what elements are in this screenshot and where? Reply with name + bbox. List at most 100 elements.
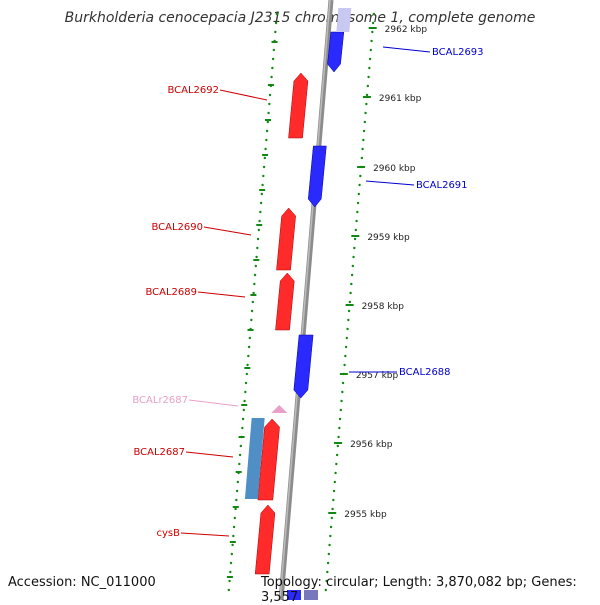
ring-dot: [335, 462, 338, 466]
label-BCALr2687[interactable]: BCALr2687: [132, 395, 188, 406]
ring-dot: [247, 345, 251, 349]
ring-dot: [325, 579, 328, 583]
ring-dot: [227, 588, 231, 592]
label-BCAL2688[interactable]: BCAL2688: [399, 367, 451, 378]
ring-dot: [338, 426, 341, 430]
ring-dot: [236, 480, 240, 484]
feature-BCALr2687[interactable]: [271, 405, 288, 413]
ring-dot: [371, 21, 375, 25]
ring-dot: [245, 372, 249, 376]
feature-BCAL2692[interactable]: [288, 72, 309, 139]
topology-text: Topology: circular; Length: 3,870,082 bp…: [261, 575, 577, 605]
ring-dot: [233, 516, 237, 520]
ring-dot: [328, 543, 331, 547]
ring-dot: [256, 246, 259, 250]
label-leader-BCAL2691: [365, 180, 415, 186]
ring-dot: [329, 525, 333, 529]
label-leader-BCAL2692: [219, 89, 268, 101]
ring-dot: [340, 399, 343, 403]
ring-dot: [274, 30, 277, 34]
backbone-line: [278, 0, 334, 600]
ring-dot: [368, 66, 371, 70]
ring-dot: [330, 516, 334, 520]
ring-dot: [326, 570, 329, 574]
ring-dot: [341, 390, 344, 394]
feature-BCAL2687[interactable]: [257, 418, 280, 501]
ring-dot: [335, 453, 339, 457]
label-cysB[interactable]: cysB: [157, 528, 181, 539]
label-BCAL2693[interactable]: BCAL2693: [432, 47, 484, 58]
label-BCAL2690[interactable]: BCAL2690: [151, 222, 203, 233]
ring-dot: [363, 120, 367, 124]
ring-dot: [356, 201, 360, 205]
ring-dot: [361, 147, 364, 151]
ring-dot: [256, 237, 260, 241]
ring-dot: [235, 498, 238, 502]
ring-dot: [243, 399, 246, 403]
ring-dot: [349, 291, 352, 295]
label-BCAL2691[interactable]: BCAL2691: [416, 180, 468, 191]
ring-dot: [344, 345, 348, 349]
ring-dot: [251, 300, 255, 304]
ring-dot: [232, 534, 235, 538]
ring-dot: [231, 543, 234, 547]
misc-feature: [244, 418, 265, 499]
backbone: [278, 0, 334, 600]
tick-label: 2961 kbp: [379, 94, 422, 104]
ring-dot: [347, 309, 351, 313]
ring-dot: [332, 498, 335, 502]
ring-dot: [348, 300, 352, 304]
ring-dot: [357, 192, 361, 196]
ring-dot: [351, 264, 355, 268]
ring-dot: [244, 390, 247, 394]
feature-cysB[interactable]: [254, 504, 276, 575]
feature-BCAL2691[interactable]: [307, 145, 327, 208]
label-BCAL2687[interactable]: BCAL2687: [133, 447, 185, 458]
feature-BCAL2688[interactable]: [293, 334, 314, 399]
ring-dot: [350, 273, 354, 277]
ring-dot: [267, 111, 270, 115]
ring-dot: [242, 408, 246, 412]
ring-dot: [241, 417, 245, 421]
ring-dot: [268, 102, 271, 106]
ring-dot: [345, 336, 349, 340]
ring-dot: [366, 84, 370, 88]
ring-dot: [275, 12, 279, 16]
ring-dot: [356, 210, 359, 214]
label-leader-BCALr2687: [188, 399, 239, 407]
label-leader-BCAL2687: [185, 451, 234, 458]
ring-dot: [271, 57, 275, 61]
ring-dot: [353, 246, 356, 250]
ring-dot: [339, 408, 343, 412]
ring-dot: [241, 426, 244, 430]
label-leader-BCAL2689: [197, 291, 246, 298]
accession-text: Accession: NC_011000: [8, 575, 156, 590]
ring-dot: [352, 255, 355, 259]
edge-block-bottom: [287, 590, 301, 600]
ring-dot: [238, 462, 241, 466]
ring-dot: [333, 480, 337, 484]
feature-BCAL2690[interactable]: [276, 207, 296, 271]
ring-dot: [262, 174, 265, 178]
ring-dot: [248, 336, 252, 340]
edge-block-bottom: [304, 590, 318, 600]
ring-dot: [255, 255, 258, 259]
label-BCAL2692[interactable]: BCAL2692: [167, 85, 219, 96]
ring-dot: [259, 210, 262, 214]
ring-dot: [250, 318, 253, 322]
ring-dot: [268, 93, 272, 97]
feature-BCAL2689[interactable]: [275, 272, 295, 331]
ring-dot: [235, 489, 239, 493]
backbone-highlight: [279, 0, 331, 600]
ring-dot: [354, 228, 358, 232]
ring-dot: [324, 588, 328, 592]
ring-dot: [327, 552, 331, 556]
ring-dot: [372, 12, 376, 16]
ring-dot: [239, 444, 243, 448]
ring-dot: [254, 264, 258, 268]
label-BCAL2689[interactable]: BCAL2689: [145, 287, 197, 298]
ring-dot: [272, 48, 276, 52]
ring-dot: [362, 129, 366, 133]
labels: BCAL2693 BCAL2692 BCAL2691 BCAL2690 BCAL2689…: [132, 46, 484, 539]
